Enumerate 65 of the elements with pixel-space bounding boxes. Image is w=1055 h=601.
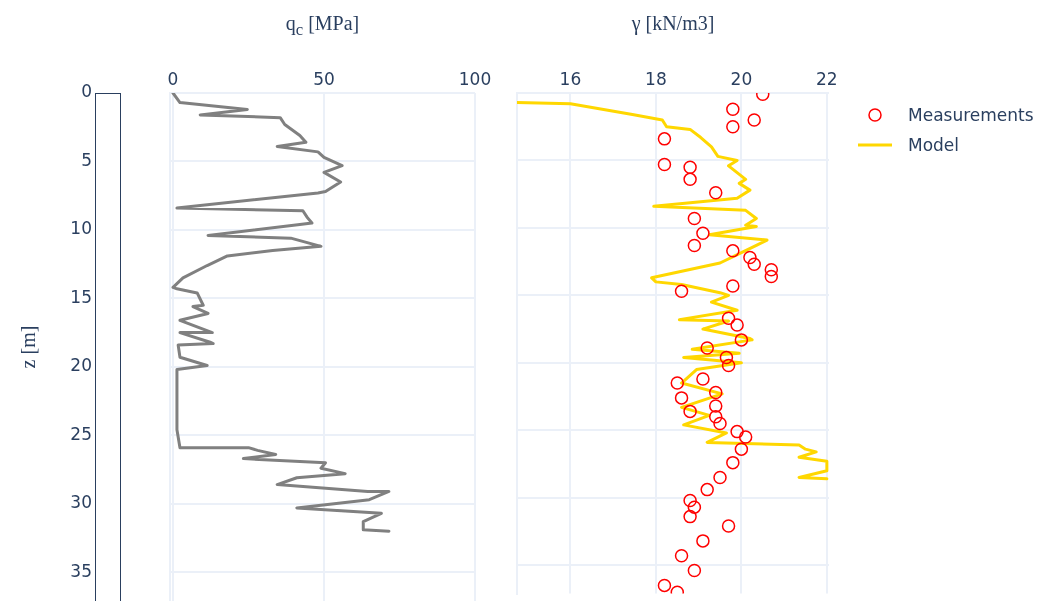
x-tick-label: 100 — [458, 69, 492, 90]
point — [687, 238, 702, 253]
point — [708, 399, 723, 413]
point — [713, 470, 727, 485]
point — [726, 102, 740, 116]
point — [730, 424, 744, 439]
point — [764, 269, 779, 284]
point — [721, 311, 736, 326]
x-axis-title: q$_{c}$ [MPa] — [285, 12, 360, 40]
x-axis-title: γ [kN/m3] — [631, 12, 715, 35]
point — [700, 341, 714, 355]
x-tick-label: 18 — [645, 69, 667, 90]
point — [683, 172, 697, 187]
point — [696, 226, 710, 241]
y-tick-label: 35 — [70, 560, 92, 581]
point — [708, 410, 723, 424]
legend-label: Model — [908, 135, 960, 155]
point — [726, 455, 740, 470]
y-tick-label: 10 — [70, 218, 92, 239]
x-tick-label: 20 — [730, 69, 753, 90]
x-tick-label: 22 — [816, 69, 838, 90]
point — [657, 578, 672, 593]
point — [657, 132, 672, 146]
point — [726, 279, 740, 293]
point — [696, 534, 710, 548]
point — [674, 391, 689, 405]
x-tick-label: 50 — [313, 69, 335, 90]
point — [747, 113, 761, 127]
point — [657, 157, 672, 172]
y-tick-label: 5 — [81, 149, 92, 170]
x-tick-label: 16 — [559, 69, 582, 90]
point — [734, 333, 749, 347]
point — [713, 416, 727, 431]
point — [734, 442, 749, 456]
x-tick-label: 0 — [167, 69, 179, 90]
point — [674, 548, 689, 563]
point — [708, 186, 723, 200]
point — [743, 250, 757, 265]
y-tick-label: 25 — [70, 423, 92, 444]
point — [674, 284, 689, 299]
point — [730, 318, 744, 332]
point — [708, 385, 723, 400]
point — [683, 493, 697, 508]
point — [738, 430, 753, 444]
point — [700, 482, 714, 497]
y-tick-label: 30 — [70, 492, 92, 513]
point — [696, 372, 710, 386]
legend-label: Measurements — [908, 105, 1034, 125]
y-tick-label: 15 — [70, 286, 92, 307]
point — [726, 119, 740, 134]
point — [721, 358, 736, 373]
point — [670, 376, 685, 390]
point — [764, 262, 779, 277]
y-axis-title: z [m] — [16, 325, 40, 369]
point — [687, 211, 702, 226]
point — [687, 563, 702, 578]
point — [747, 257, 761, 272]
point — [683, 509, 697, 524]
point — [683, 404, 697, 419]
point — [683, 160, 697, 174]
point — [721, 519, 736, 533]
point — [726, 244, 740, 258]
y-tick-label: 20 — [70, 355, 92, 376]
point — [687, 500, 702, 514]
point — [719, 350, 734, 365]
